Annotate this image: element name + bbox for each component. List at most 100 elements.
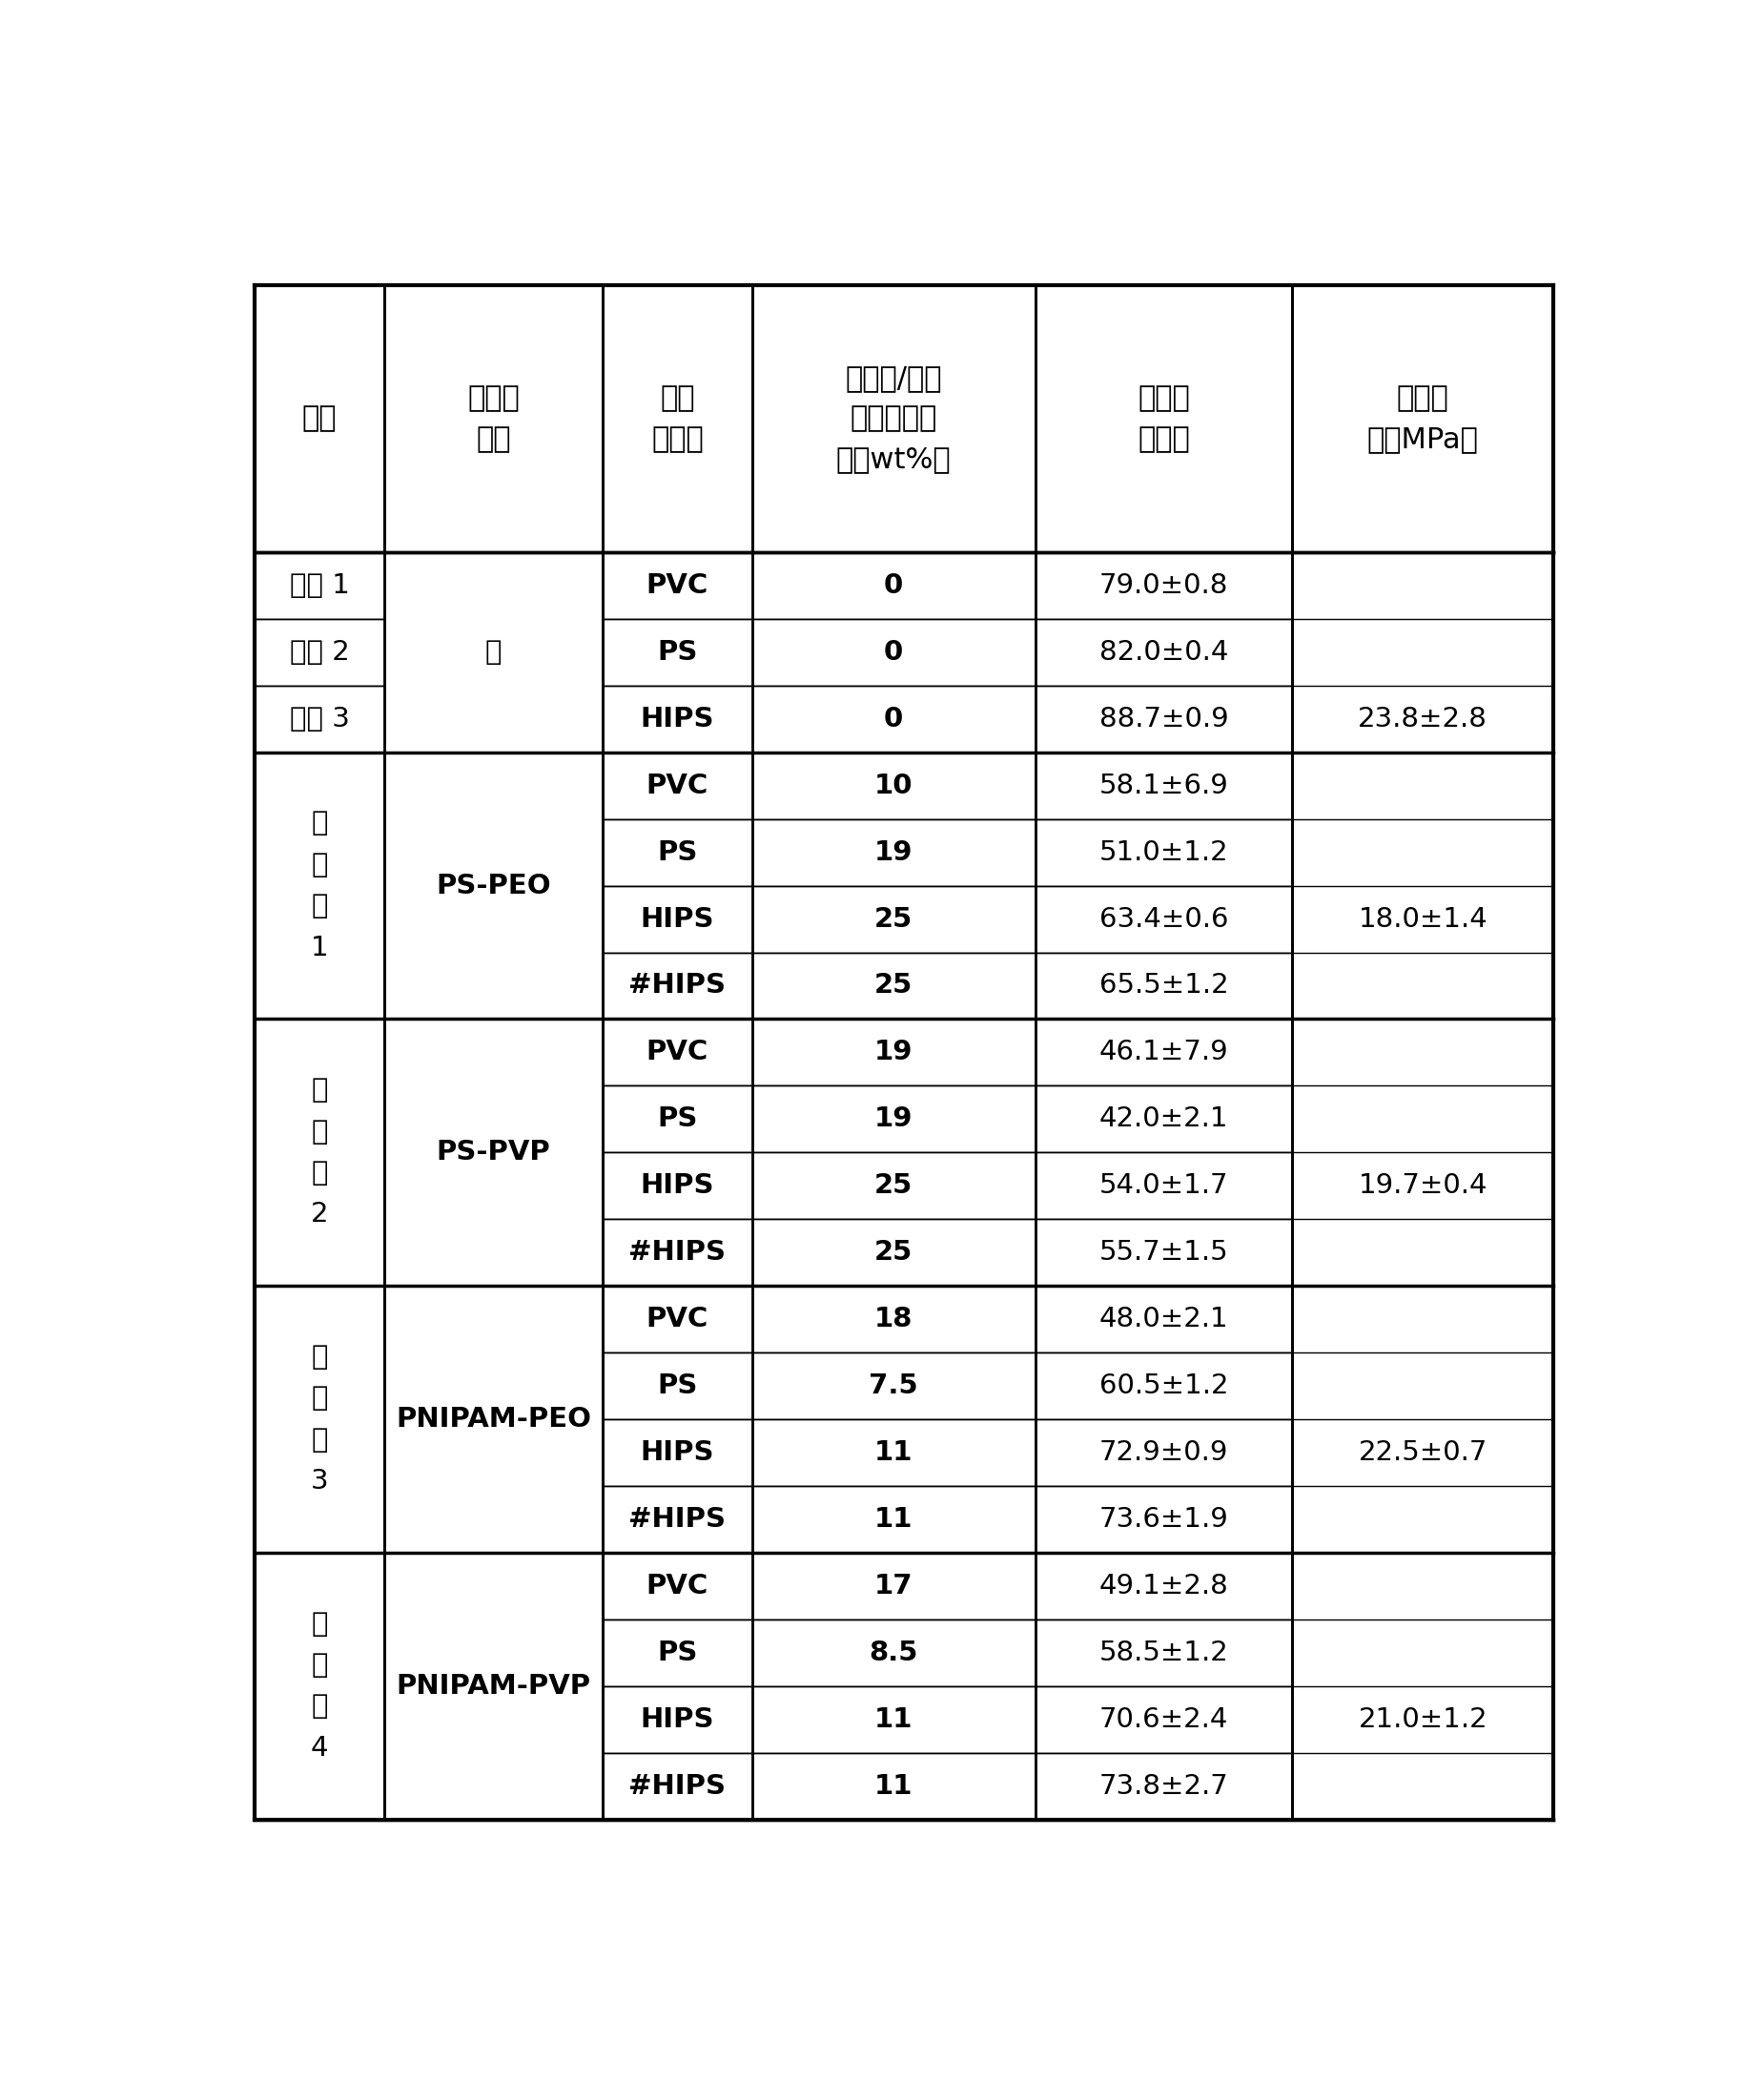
Text: PVC: PVC [646,1573,709,1598]
Bar [254,1286,385,1553]
Text: 25: 25 [875,1173,912,1198]
Bar [254,1553,385,1819]
Text: PNIPAM-PEO: PNIPAM-PEO [395,1407,591,1432]
Bar [603,1152,751,1219]
Bar [1035,686,1293,752]
Text: 58.1±6.9: 58.1±6.9 [1099,773,1228,798]
Bar [1293,552,1554,752]
Text: 51.0±1.2: 51.0±1.2 [1099,840,1228,865]
Bar [603,1486,751,1553]
Text: PS: PS [658,1107,697,1132]
Text: PS-PVP: PS-PVP [436,1140,550,1165]
Bar [254,1019,385,1286]
Bar [1035,1019,1293,1086]
Text: HIPS: HIPS [640,907,714,932]
Bar [603,952,751,1019]
Text: 42.0±2.1: 42.0±2.1 [1099,1107,1228,1132]
Bar [603,286,751,552]
Text: #HIPS: #HIPS [628,1773,727,1798]
Text: 疏水
聚合物: 疏水 聚合物 [651,386,704,452]
Bar [1293,752,1554,1019]
Bar [1035,752,1293,819]
Text: 21.0±1.2: 21.0±1.2 [1358,1707,1487,1732]
Text: 25: 25 [875,1240,912,1265]
Bar [603,686,751,752]
Bar [751,1553,1035,1619]
Text: 25: 25 [875,907,912,932]
Text: 48.0±2.1: 48.0±2.1 [1099,1307,1228,1332]
Text: 79.0±0.8: 79.0±0.8 [1099,573,1228,598]
Bar [385,1553,603,1819]
Bar [1035,1419,1293,1486]
Text: PVC: PVC [646,773,709,798]
Bar [1293,1019,1554,1286]
Bar [1035,619,1293,686]
Text: 25: 25 [875,973,912,998]
Text: 编号: 编号 [302,404,337,433]
Bar [751,286,1035,552]
Text: PS: PS [658,1640,697,1665]
Bar [751,1419,1035,1486]
Text: PS: PS [658,1373,697,1398]
Text: PS: PS [658,840,697,865]
Bar [751,1286,1035,1353]
Bar [1035,1152,1293,1219]
Text: PVC: PVC [646,1040,709,1065]
Text: 8.5: 8.5 [870,1640,917,1665]
Bar [1035,1486,1293,1553]
Text: 82.0±0.4: 82.0±0.4 [1099,640,1228,665]
Text: 54.0±1.7: 54.0±1.7 [1099,1173,1228,1198]
Text: 55.7±1.5: 55.7±1.5 [1099,1240,1228,1265]
Bar [603,1419,751,1486]
Bar [1293,286,1554,552]
Text: 18: 18 [875,1307,914,1332]
Text: 10: 10 [875,773,914,798]
Text: #HIPS: #HIPS [628,1507,727,1532]
Bar [603,752,751,819]
Bar [751,1086,1035,1152]
Text: 11: 11 [875,1440,914,1465]
Bar [751,686,1035,752]
Bar [751,1152,1035,1219]
Bar [603,1619,751,1686]
Text: 实
施
例
2: 实 施 例 2 [310,1077,328,1227]
Bar [603,619,751,686]
Text: #HIPS: #HIPS [628,973,727,998]
Text: 0: 0 [884,706,903,731]
Text: 无: 无 [485,640,503,665]
Text: 微凝胶
种类: 微凝胶 种类 [467,386,520,452]
Bar [385,1019,603,1286]
Bar [751,952,1035,1019]
Text: 23.8±2.8: 23.8±2.8 [1358,706,1487,731]
Bar [1035,1753,1293,1819]
Bar [1293,1553,1554,1819]
Bar [385,1286,603,1553]
Text: 11: 11 [875,1507,914,1532]
Bar [1035,1686,1293,1753]
Bar [1035,886,1293,952]
Bar [603,1753,751,1819]
Text: 7.5: 7.5 [870,1373,919,1398]
Text: 63.4±0.6: 63.4±0.6 [1099,907,1228,932]
Bar [603,1286,751,1353]
Text: PS-PEO: PS-PEO [436,873,550,898]
Bar [603,1219,751,1286]
Text: 65.5±1.2: 65.5±1.2 [1099,973,1228,998]
Bar [1035,952,1293,1019]
Text: 实
施
例
4: 实 施 例 4 [310,1611,328,1761]
Text: 60.5±1.2: 60.5±1.2 [1099,1373,1228,1398]
Bar [1035,1619,1293,1686]
Bar [254,286,385,552]
Bar [1293,1286,1554,1553]
Bar [751,1619,1035,1686]
Text: 70.6±2.4: 70.6±2.4 [1099,1707,1228,1732]
Bar [603,552,751,619]
Text: 对照 3: 对照 3 [289,706,349,731]
Text: 46.1±7.9: 46.1±7.9 [1099,1040,1228,1065]
Text: 73.8±2.7: 73.8±2.7 [1099,1773,1228,1798]
Text: 49.1±2.8: 49.1±2.8 [1099,1573,1228,1598]
Bar [751,1686,1035,1753]
Bar [385,286,603,552]
Text: 实
施
例
3: 实 施 例 3 [310,1344,328,1494]
Bar [603,1553,751,1619]
